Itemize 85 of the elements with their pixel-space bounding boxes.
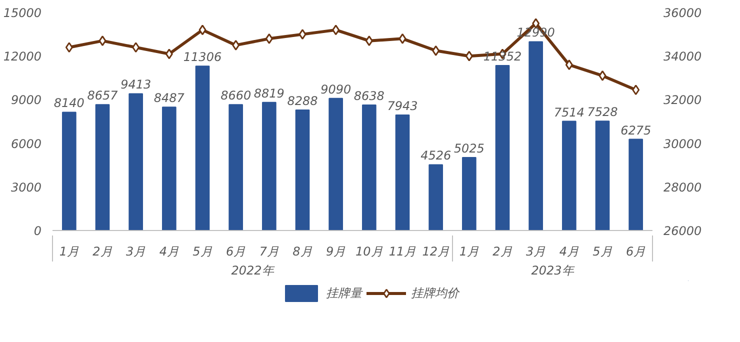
point xyxy=(565,60,573,70)
bar xyxy=(262,102,276,230)
bar xyxy=(595,120,610,230)
point xyxy=(232,40,240,50)
point xyxy=(432,45,440,56)
x-tick-label: 3月 xyxy=(526,244,546,258)
y-tick-label: 12000 xyxy=(3,50,42,64)
x-tick-label: 8月 xyxy=(292,244,312,258)
data-label: 4526 xyxy=(420,148,452,163)
y2-tick-label: 26000 xyxy=(664,224,702,238)
bar xyxy=(428,164,443,230)
point xyxy=(365,36,373,46)
point xyxy=(98,36,106,46)
bar xyxy=(628,138,643,230)
bar xyxy=(162,106,176,230)
y2-tick-label: 34000 xyxy=(664,50,702,64)
point xyxy=(132,42,140,53)
y2-tick-label: 36000 xyxy=(664,6,702,20)
data-label: 11306 xyxy=(183,50,222,64)
text: 2022年 xyxy=(231,264,275,278)
bar xyxy=(395,114,410,230)
x-tick-label: 1月 xyxy=(59,244,79,258)
x-tick-label: 10月 xyxy=(356,244,383,258)
data-label: 8140 xyxy=(54,96,85,110)
data-label: 9413 xyxy=(120,78,152,92)
bar xyxy=(62,112,76,230)
point xyxy=(465,50,473,62)
text: 2023年 xyxy=(531,264,575,278)
y-tick-label: 15000 xyxy=(3,6,42,20)
x-tick-label: 4月 xyxy=(559,244,579,258)
bar xyxy=(528,41,543,230)
point xyxy=(65,42,73,53)
x-tick-label: 9月 xyxy=(326,244,346,258)
bar xyxy=(128,93,143,230)
point xyxy=(298,29,306,40)
x-tick-label: 6月 xyxy=(626,244,646,258)
point xyxy=(598,70,606,81)
legend-label: 挂牌均价 xyxy=(411,284,459,302)
x-tick-label: 6月 xyxy=(226,244,246,258)
bar xyxy=(562,120,576,230)
bar xyxy=(462,156,476,230)
bar xyxy=(495,65,510,230)
data-label: 7943 xyxy=(387,99,418,114)
y-tick-label: 0 xyxy=(34,224,42,238)
x-tick-label: 5月 xyxy=(592,244,612,258)
point xyxy=(165,48,173,60)
bar xyxy=(328,98,343,230)
y-tick-label: 3000 xyxy=(10,180,42,194)
bar xyxy=(362,104,376,230)
y-tick-label: 9000 xyxy=(10,93,42,108)
x-tick-label: 2月 xyxy=(92,244,112,258)
y2-tick-label: 32000 xyxy=(664,93,702,108)
y2-tick-label: 28000 xyxy=(664,180,702,194)
legend-label: 挂牌量 xyxy=(326,284,362,302)
data-label: 8288 xyxy=(287,94,318,108)
x-tick-label: 12月 xyxy=(422,244,450,258)
bar xyxy=(95,104,110,230)
x-tick-label: 5月 xyxy=(192,244,212,258)
point xyxy=(332,24,340,36)
data-label: 8638 xyxy=(354,88,385,103)
y-tick-label: 6000 xyxy=(10,136,42,151)
data-label: 11352 xyxy=(483,50,522,64)
data-label: 8487 xyxy=(154,91,185,106)
data-label: 9090 xyxy=(320,82,352,96)
y2-tick-label: 30000 xyxy=(664,136,702,151)
x-tick-label: 7月 xyxy=(259,244,279,258)
bar xyxy=(228,104,243,230)
bar xyxy=(295,110,310,230)
x-tick-label: 4月 xyxy=(159,244,179,258)
data-label: 7528 xyxy=(587,105,618,120)
data-label: 8660 xyxy=(220,88,252,103)
data-label: 6275 xyxy=(620,123,652,138)
point xyxy=(632,84,640,96)
point xyxy=(198,24,206,36)
point xyxy=(398,33,406,44)
x-tick-label: 2月 xyxy=(492,244,512,258)
data-label: 8819 xyxy=(254,86,284,100)
x-tick-label: 3月 xyxy=(126,244,146,258)
data-label: 5025 xyxy=(454,141,484,156)
x-tick-label: 11月 xyxy=(388,244,416,258)
point xyxy=(265,33,273,44)
data-label: 7514 xyxy=(554,105,584,120)
data-label: 8657 xyxy=(87,88,118,103)
x-tick-label: 1月 xyxy=(459,244,479,258)
bar xyxy=(195,66,210,230)
